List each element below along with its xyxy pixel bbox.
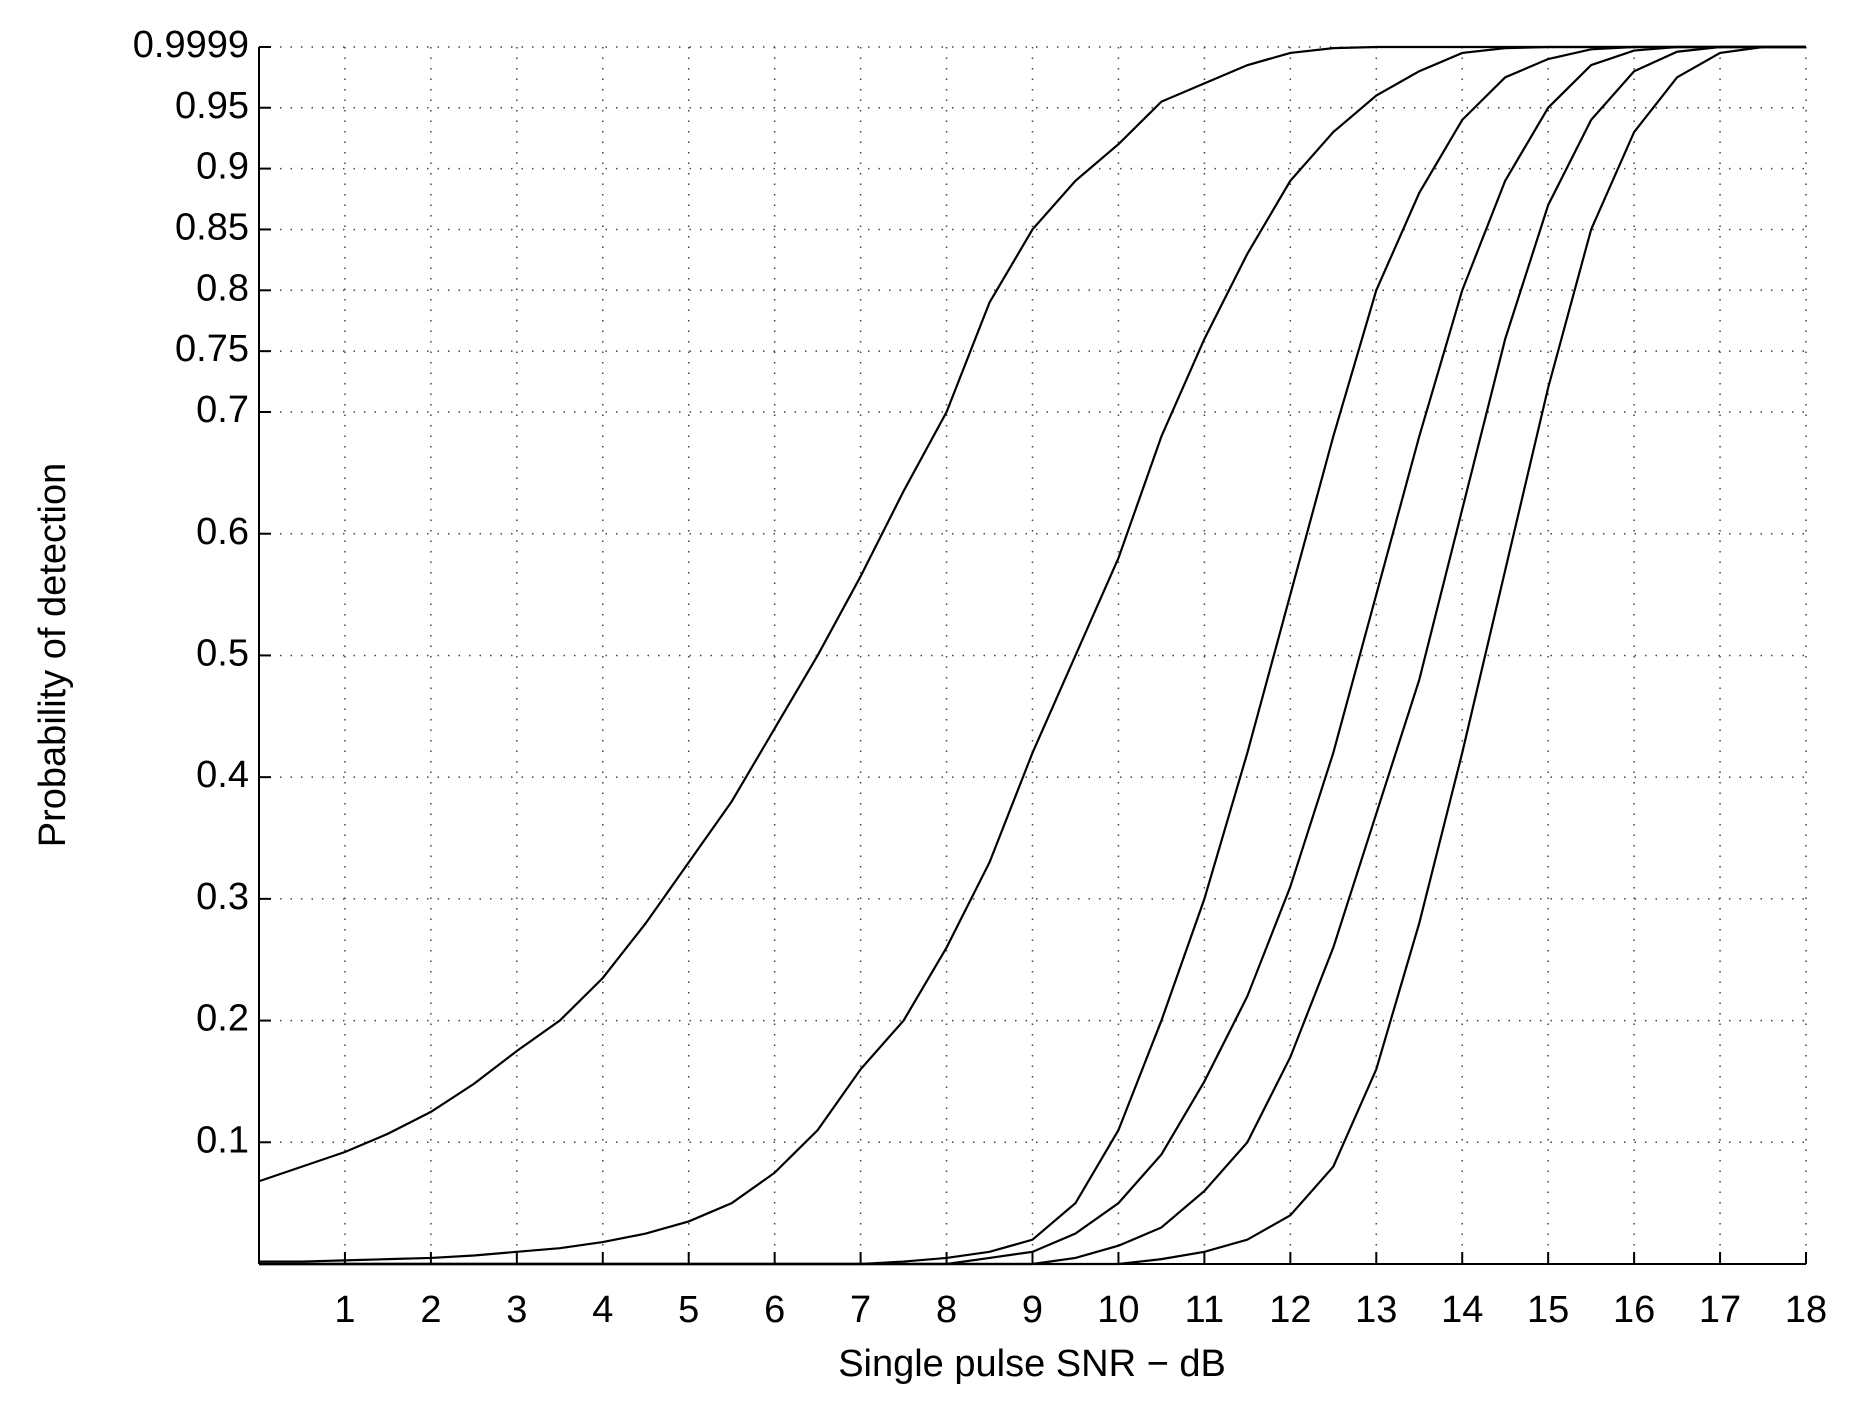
x-tick-label: 6 [764, 1289, 785, 1331]
x-tick-label: 16 [1613, 1289, 1655, 1331]
x-tick-label: 8 [936, 1289, 957, 1331]
x-tick-label: 5 [678, 1289, 699, 1331]
x-tick-label: 18 [1785, 1289, 1827, 1331]
x-tick-label: 13 [1355, 1289, 1397, 1331]
x-tick-label: 14 [1441, 1289, 1483, 1331]
y-tick-label: 0.2 [196, 998, 249, 1040]
x-tick-label: 11 [1185, 1289, 1224, 1331]
x-tick-label: 3 [506, 1289, 527, 1331]
y-tick-label: 0.5 [196, 632, 249, 674]
x-tick-label: 2 [420, 1289, 441, 1331]
y-tick-label: 0.3 [196, 876, 249, 918]
y-tick-label: 0.6 [196, 511, 249, 553]
y-tick-label: 0.75 [175, 328, 249, 370]
y-tick-label: 0.85 [175, 206, 249, 248]
x-tick-label: 1 [334, 1289, 355, 1331]
y-tick-label: 0.9999 [133, 24, 249, 66]
x-tick-label: 12 [1269, 1289, 1311, 1331]
x-tick-label: 4 [592, 1289, 613, 1331]
y-tick-label: 0.1 [196, 1119, 249, 1161]
y-tick-label: 0.8 [196, 267, 249, 309]
x-tick-label: 10 [1097, 1289, 1139, 1331]
x-tick-label: 17 [1699, 1289, 1741, 1331]
x-tick-label: 7 [850, 1289, 871, 1331]
y-tick-label: 0.9 [196, 146, 249, 188]
y-axis-label: Probability of detection [32, 463, 74, 847]
curve [259, 45, 1806, 1266]
x-tick-label: 9 [1022, 1289, 1043, 1331]
y-tick-label: 0.7 [196, 389, 249, 431]
curve [259, 45, 1806, 1263]
y-tick-label: 0.95 [175, 85, 249, 127]
y-tick-label: 0.4 [196, 754, 249, 796]
x-axis-label: Single pulse SNR − dB [838, 1343, 1226, 1385]
x-tick-label: 15 [1527, 1289, 1569, 1331]
